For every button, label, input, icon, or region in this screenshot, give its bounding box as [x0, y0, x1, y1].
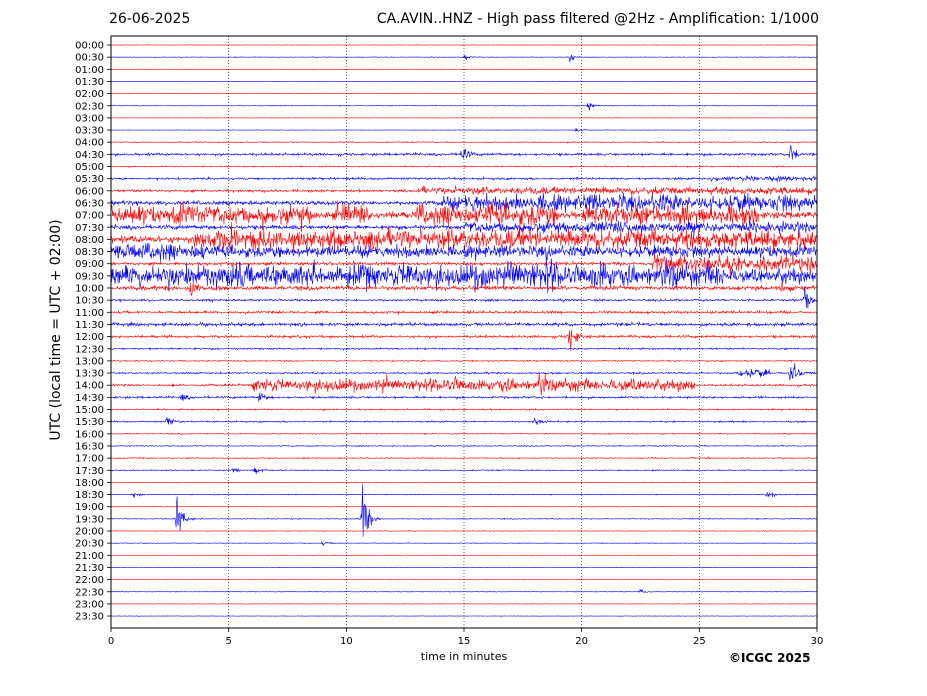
y-tick-label: 18:00: [75, 478, 104, 489]
trace-row-0500: [110, 164, 818, 169]
y-tick-label: 21:30: [75, 563, 104, 574]
y-tick-label: 01:00: [75, 65, 104, 76]
x-tick-label: 25: [693, 636, 706, 647]
y-tick-label: 22:30: [75, 587, 104, 598]
trace-row-1900: [110, 505, 818, 508]
y-tick-label: 21:00: [75, 551, 104, 562]
y-tick-label: 20:00: [75, 527, 104, 538]
trace-row-0230: [110, 103, 818, 111]
y-tick-label: 01:30: [75, 77, 104, 88]
y-tick-label: 00:30: [75, 53, 104, 64]
y-tick-label: 09:00: [75, 259, 104, 270]
y-tick-label: 05:00: [75, 162, 104, 173]
x-tick-label: 10: [340, 636, 353, 647]
x-tick-label: 30: [811, 636, 824, 647]
y-tick-label: 08:00: [75, 235, 104, 246]
chart-date: 26-06-2025: [109, 11, 191, 27]
trace-row-1500: [110, 407, 818, 412]
trace-row-1430: [110, 392, 818, 402]
y-tick-label: 04:30: [75, 150, 104, 161]
trace-row-1530: [110, 417, 818, 425]
trace-row-1630: [110, 444, 818, 448]
y-tick-label: 09:30: [75, 271, 104, 282]
y-tick-label: 19:30: [75, 514, 104, 525]
trace-row-0530: [110, 174, 818, 183]
y-tick-label: 02:00: [75, 89, 104, 100]
trace-row-1700: [110, 456, 818, 460]
trace-row-1400: [110, 371, 818, 396]
trace-row-1730: [110, 467, 818, 475]
y-tick-label: 10:30: [75, 296, 104, 307]
y-tick-label: 10:00: [75, 284, 104, 295]
y-tick-label: 12:00: [75, 332, 104, 343]
x-tick-label: 5: [225, 636, 231, 647]
y-tick-label: 00:00: [75, 41, 104, 52]
y-tick-label: 04:00: [75, 138, 104, 149]
y-tick-label: 07:30: [75, 223, 104, 234]
y-tick-label: 18:30: [75, 490, 104, 501]
y-tick-label: 13:30: [75, 369, 104, 380]
y-tick-label: 05:30: [75, 174, 104, 185]
vertical-gridlines: [228, 36, 700, 628]
trace-row-0430: [110, 145, 818, 160]
y-tick-label: 23:00: [75, 599, 104, 610]
y-tick-label: 16:30: [75, 441, 104, 452]
y-tick-label: 19:00: [75, 502, 104, 513]
y-tick-label: 11:00: [75, 308, 104, 319]
y-tick-label: 14:00: [75, 381, 104, 392]
trace-row-0930: [110, 252, 818, 294]
y-tick-label: 17:00: [75, 454, 104, 465]
x-axis-label: time in minutes: [420, 650, 508, 663]
trace-row-1200: [110, 329, 818, 352]
chart-title: CA.AVIN..HNZ - High pass filtered @2Hz -…: [376, 11, 819, 27]
y-tick-label: 15:00: [75, 405, 104, 416]
y-tick-label: 23:30: [75, 612, 104, 623]
y-tick-label: 03:30: [75, 126, 104, 137]
y-tick-label: 07:00: [75, 211, 104, 222]
trace-row-1600: [110, 432, 818, 436]
x-tick-label: 0: [108, 636, 114, 647]
x-axis-ticks: 0 5 10 15 20 25 30: [108, 628, 824, 647]
trace-row-1800: [110, 481, 818, 484]
y-tick-label: 14:30: [75, 393, 104, 404]
trace-row-1330: [110, 363, 818, 381]
y-tick-label: 02:30: [75, 101, 104, 112]
plot-frame: [110, 35, 818, 629]
trace-row-0830: [110, 243, 818, 262]
x-tick-label: 20: [575, 636, 588, 647]
y-axis-label: UTC (local time = UTC + 02:00): [48, 219, 64, 441]
y-tick-label: 12:30: [75, 344, 104, 355]
y-tick-label: 03:00: [75, 113, 104, 124]
copyright-notice: ©ICGC 2025: [729, 651, 811, 665]
y-tick-label: 22:00: [75, 575, 104, 586]
trace-row-0600: [110, 185, 818, 197]
y-tick-label: 11:30: [75, 320, 104, 331]
y-tick-label: 20:30: [75, 539, 104, 550]
y-tick-label: 17:30: [75, 466, 104, 477]
y-tick-label: 16:00: [75, 429, 104, 440]
x-tick-label: 15: [458, 636, 471, 647]
y-tick-label: 13:00: [75, 356, 104, 367]
y-tick-label: 06:00: [75, 186, 104, 197]
y-tick-label: 06:30: [75, 198, 104, 209]
y-tick-label: 15:30: [75, 417, 104, 428]
trace-row-1830: [110, 492, 818, 498]
trace-row-0400: [110, 140, 818, 144]
y-tick-label: 08:30: [75, 247, 104, 258]
